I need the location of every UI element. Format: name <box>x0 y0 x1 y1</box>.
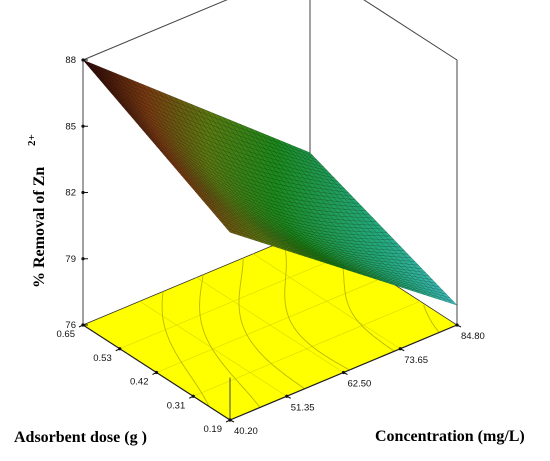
z-tick-label: 82 <box>65 188 76 199</box>
y-tick-label: 62.50 <box>348 379 372 390</box>
z-tick-dot <box>81 257 85 261</box>
z-tick-dot <box>81 58 85 62</box>
z-tick-dot <box>81 190 85 195</box>
frame-top-edge <box>363 0 458 61</box>
y-tick-dot <box>398 347 402 351</box>
floor-contour <box>282 241 350 371</box>
x-tick-label: 0.65 <box>57 329 76 340</box>
z-tick-label: 88 <box>65 55 76 66</box>
floor-contour <box>161 291 210 406</box>
z-tick-label: 79 <box>65 254 76 265</box>
surface-cell <box>225 227 236 235</box>
y-tick-label: 73.65 <box>404 355 428 366</box>
x-tick-dot <box>154 370 159 375</box>
z-tick-dot <box>81 323 85 327</box>
z-axis-title: % Removal of Zn <box>31 167 48 288</box>
y-tick-dot <box>455 323 459 327</box>
floor-contour <box>238 257 305 390</box>
z-axis-title-superscript: 2+ <box>26 134 38 146</box>
x-tick-dot <box>191 394 195 398</box>
x-tick-dot <box>118 347 122 351</box>
z-tick-dot <box>81 124 85 128</box>
y-tick-label: 84.80 <box>461 331 485 342</box>
x-tick-label: 0.31 <box>167 400 186 411</box>
y-tick-label: 40.20 <box>234 426 258 437</box>
frame-top-edge <box>82 0 228 61</box>
z-tick-label: 76 <box>65 320 76 331</box>
floor-grid-line <box>119 253 347 350</box>
z-tick-label: 85 <box>65 121 76 132</box>
y-tick-dot <box>228 418 232 422</box>
response-surface <box>82 59 458 306</box>
floor-contour <box>199 274 261 408</box>
x-tick-label: 0.42 <box>130 377 149 388</box>
y-tick-dot <box>285 394 289 398</box>
floor-grid-line <box>253 253 401 350</box>
tick-layer: 0.19 0.31 0.42 0.53 0.65 40.20 51.35 62.50 73.65… <box>57 55 485 437</box>
y-axis-title: Concentration (mg/L) <box>375 428 525 445</box>
y-tick-dot <box>341 370 346 375</box>
x-axis-title: Adsorbent dose (g ) <box>14 429 147 446</box>
y-tick-label: 51.35 <box>291 402 315 413</box>
floor-contour <box>423 304 440 333</box>
x-tick-label: 0.53 <box>93 353 112 364</box>
floor-grid-line <box>196 277 344 373</box>
floor-layer <box>82 229 458 421</box>
x-tick-label: 0.19 <box>204 424 223 435</box>
